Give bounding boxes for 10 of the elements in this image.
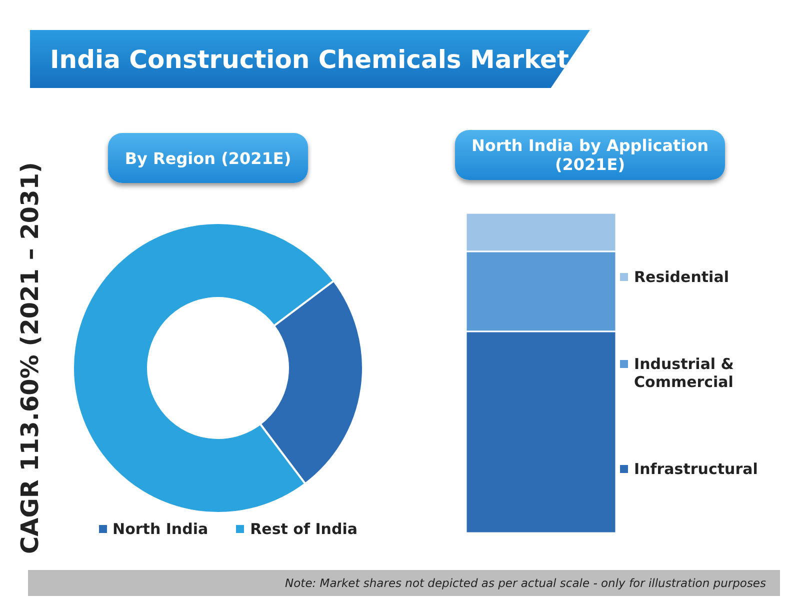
legend-label: Residential: [634, 268, 729, 286]
chart-title: North India by Application (2021E): [455, 130, 725, 180]
legend-label: Industrial & Commercial: [634, 354, 735, 391]
text: CAGR 113.60% (2021 – 2031): [16, 162, 44, 554]
legend-label: North India: [112, 520, 208, 538]
series-label: Infrastructural: [634, 460, 758, 478]
chart-subtitle: By Region (2021E): [108, 133, 308, 183]
legend-label: Rest of India: [250, 520, 358, 538]
chart-title: India Construction Chemicals Market: [30, 30, 590, 88]
text: Note: Market shares not depicted as per actual scale - only for illustration purposes: [28, 570, 780, 596]
